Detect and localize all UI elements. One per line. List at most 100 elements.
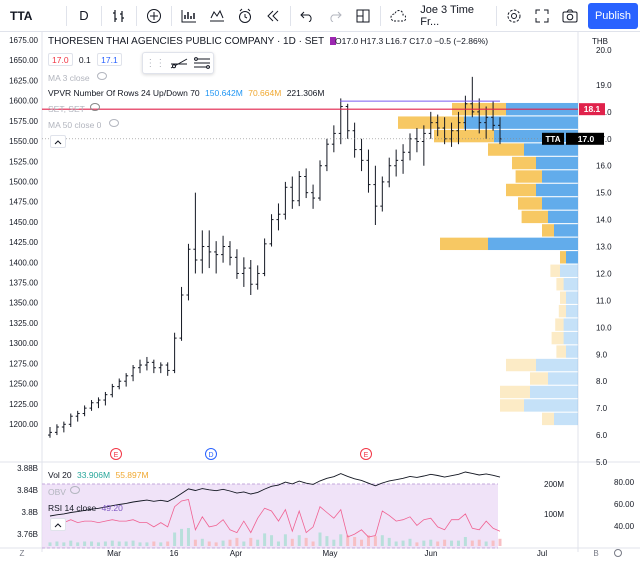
rsi-label[interactable]: RSI 14 close <box>48 503 97 513</box>
templates-icon[interactable] <box>205 4 229 28</box>
left-axis-tick-label: 1475.00 <box>9 198 38 207</box>
tta-price-tag-value: 17.0 <box>578 134 595 144</box>
compare-icon[interactable] <box>142 4 166 28</box>
auto-scale-icon[interactable] <box>614 549 622 557</box>
volume-bar <box>200 538 204 546</box>
camera-icon[interactable] <box>558 4 582 28</box>
vol-value-2: 55.897M <box>115 470 149 480</box>
vpvr-up-bar <box>555 318 564 331</box>
event-marker[interactable] <box>205 448 217 460</box>
layout-name-button[interactable]: Joe 3 Time Fr... <box>420 3 475 28</box>
volume-axis-tick-label: 200M <box>544 480 564 489</box>
settings-icon[interactable] <box>502 4 526 28</box>
set-compare-legend[interactable]: SET, SET <box>48 104 85 114</box>
volume-bar <box>394 541 398 546</box>
vpvr-up-bar <box>500 385 530 399</box>
volume-bar <box>443 539 447 546</box>
flag-icon[interactable] <box>329 37 336 46</box>
volume-bar <box>429 539 433 546</box>
symbol-search[interactable]: TTA <box>10 8 33 23</box>
time-axis-label: 16 <box>170 549 179 558</box>
buy-price-pill[interactable]: 17.1 <box>97 53 122 66</box>
right-axis-tick-label: 5.0 <box>596 458 608 467</box>
right-axis-tick-label: 16.0 <box>596 162 612 171</box>
undo-icon[interactable] <box>295 4 319 28</box>
vpvr-down-bar <box>563 331 578 345</box>
ma3-legend[interactable]: MA 3 close <box>48 73 90 83</box>
divider <box>496 5 498 26</box>
vpvr-down-bar <box>566 251 578 264</box>
volume-bar <box>193 539 197 546</box>
rsi-axis-tick-label: 40.00 <box>614 522 635 531</box>
vpvr-up-bar <box>440 237 488 251</box>
vpvr-up-value: 150.642M <box>205 88 243 98</box>
volume-bar <box>221 540 225 546</box>
currency-label: THB <box>592 37 608 46</box>
vpvr-up-bar <box>556 345 566 358</box>
volume-bar <box>69 540 73 546</box>
volume-bar <box>422 540 426 546</box>
obv-line <box>49 471 501 517</box>
collapse-legend-button[interactable] <box>50 135 66 148</box>
obv-eye-icon[interactable] <box>70 486 80 494</box>
right-axis-tick-label: 7.0 <box>596 404 608 413</box>
left-axis-tick-label: 1325.00 <box>9 319 38 328</box>
series-title[interactable]: THORESEN THAI AGENCIES PUBLIC COMPANY · … <box>48 36 324 47</box>
tta-price-tag[interactable] <box>566 132 604 145</box>
collapse-lower-legend-button[interactable] <box>50 518 66 531</box>
right-axis-tick-label: 20.0 <box>596 46 612 55</box>
volume-bar <box>207 541 211 546</box>
left-axis-tick-label: 1300.00 <box>9 339 38 348</box>
redo-icon[interactable] <box>323 4 347 28</box>
drag-handle-icon[interactable]: ⋮⋮ <box>145 57 166 69</box>
alert-icon[interactable] <box>233 4 257 28</box>
vpvr-label[interactable]: VPVR Number Of Rows 24 Up/Down 70 <box>48 88 200 98</box>
set-price-tag[interactable] <box>579 103 605 116</box>
vpvr-down-bar <box>536 156 578 170</box>
trend-line-icon[interactable] <box>170 57 188 69</box>
vol-label[interactable]: Vol 20 <box>48 470 72 480</box>
vpvr-down-bar <box>494 129 578 143</box>
vpvr-down-bar <box>563 278 578 291</box>
price-chart[interactable]: 1675.00 1650.00 1625.00 1600.00 1575.00 1550.… <box>0 32 640 564</box>
left-axis-tick-label: 1600.00 <box>9 97 38 106</box>
indicators-icon[interactable] <box>177 4 201 28</box>
bar-style-icon[interactable] <box>107 4 131 28</box>
publish-button[interactable]: Publish <box>588 3 638 29</box>
event-marker[interactable] <box>110 448 122 460</box>
volume-bar <box>152 541 156 546</box>
cloud-icon[interactable] <box>386 4 410 28</box>
ma50-legend[interactable]: MA 50 close 0 <box>48 120 102 130</box>
replay-icon[interactable] <box>261 4 285 28</box>
fullscreen-icon[interactable] <box>351 4 375 28</box>
volume-bar <box>131 540 135 546</box>
event-marker[interactable] <box>360 448 372 460</box>
fib-lines-icon[interactable] <box>193 57 211 69</box>
scale-mode-button[interactable]: B <box>593 549 598 558</box>
obv-axis-tick-label: 3.8B <box>22 508 38 517</box>
sell-price-pill[interactable]: 17.0 <box>48 53 73 66</box>
maximize-icon[interactable] <box>530 4 554 28</box>
volume-bar <box>353 537 357 546</box>
vpvr-down-bar <box>566 291 578 304</box>
ma3-eye-icon[interactable] <box>97 72 107 80</box>
right-axis-tick-label: 13.0 <box>596 243 612 252</box>
ma50-eye-icon[interactable] <box>109 119 119 127</box>
vpvr-up-bar <box>560 291 566 304</box>
vpvr-down-bar <box>464 116 578 129</box>
volume-bar <box>83 541 87 546</box>
set-eye-icon[interactable] <box>90 103 100 111</box>
vpvr-up-bar <box>434 129 494 143</box>
event-marker-label: E <box>114 452 119 459</box>
vpvr-down-bar <box>524 143 578 156</box>
right-axis-tick-label: 19.0 <box>596 81 612 90</box>
volume-bar <box>256 539 260 546</box>
vpvr-up-bar <box>518 197 542 210</box>
left-axis-tick-label: 1200.00 <box>9 420 38 429</box>
right-axis-tick-label: 9.0 <box>596 350 608 359</box>
zoom-reset-button[interactable]: Z <box>20 549 25 558</box>
interval-button[interactable]: D <box>79 8 89 23</box>
obv-legend[interactable]: OBV <box>48 487 66 497</box>
obv-axis-tick-label: 3.76B <box>17 530 38 539</box>
rsi-band <box>42 484 498 548</box>
